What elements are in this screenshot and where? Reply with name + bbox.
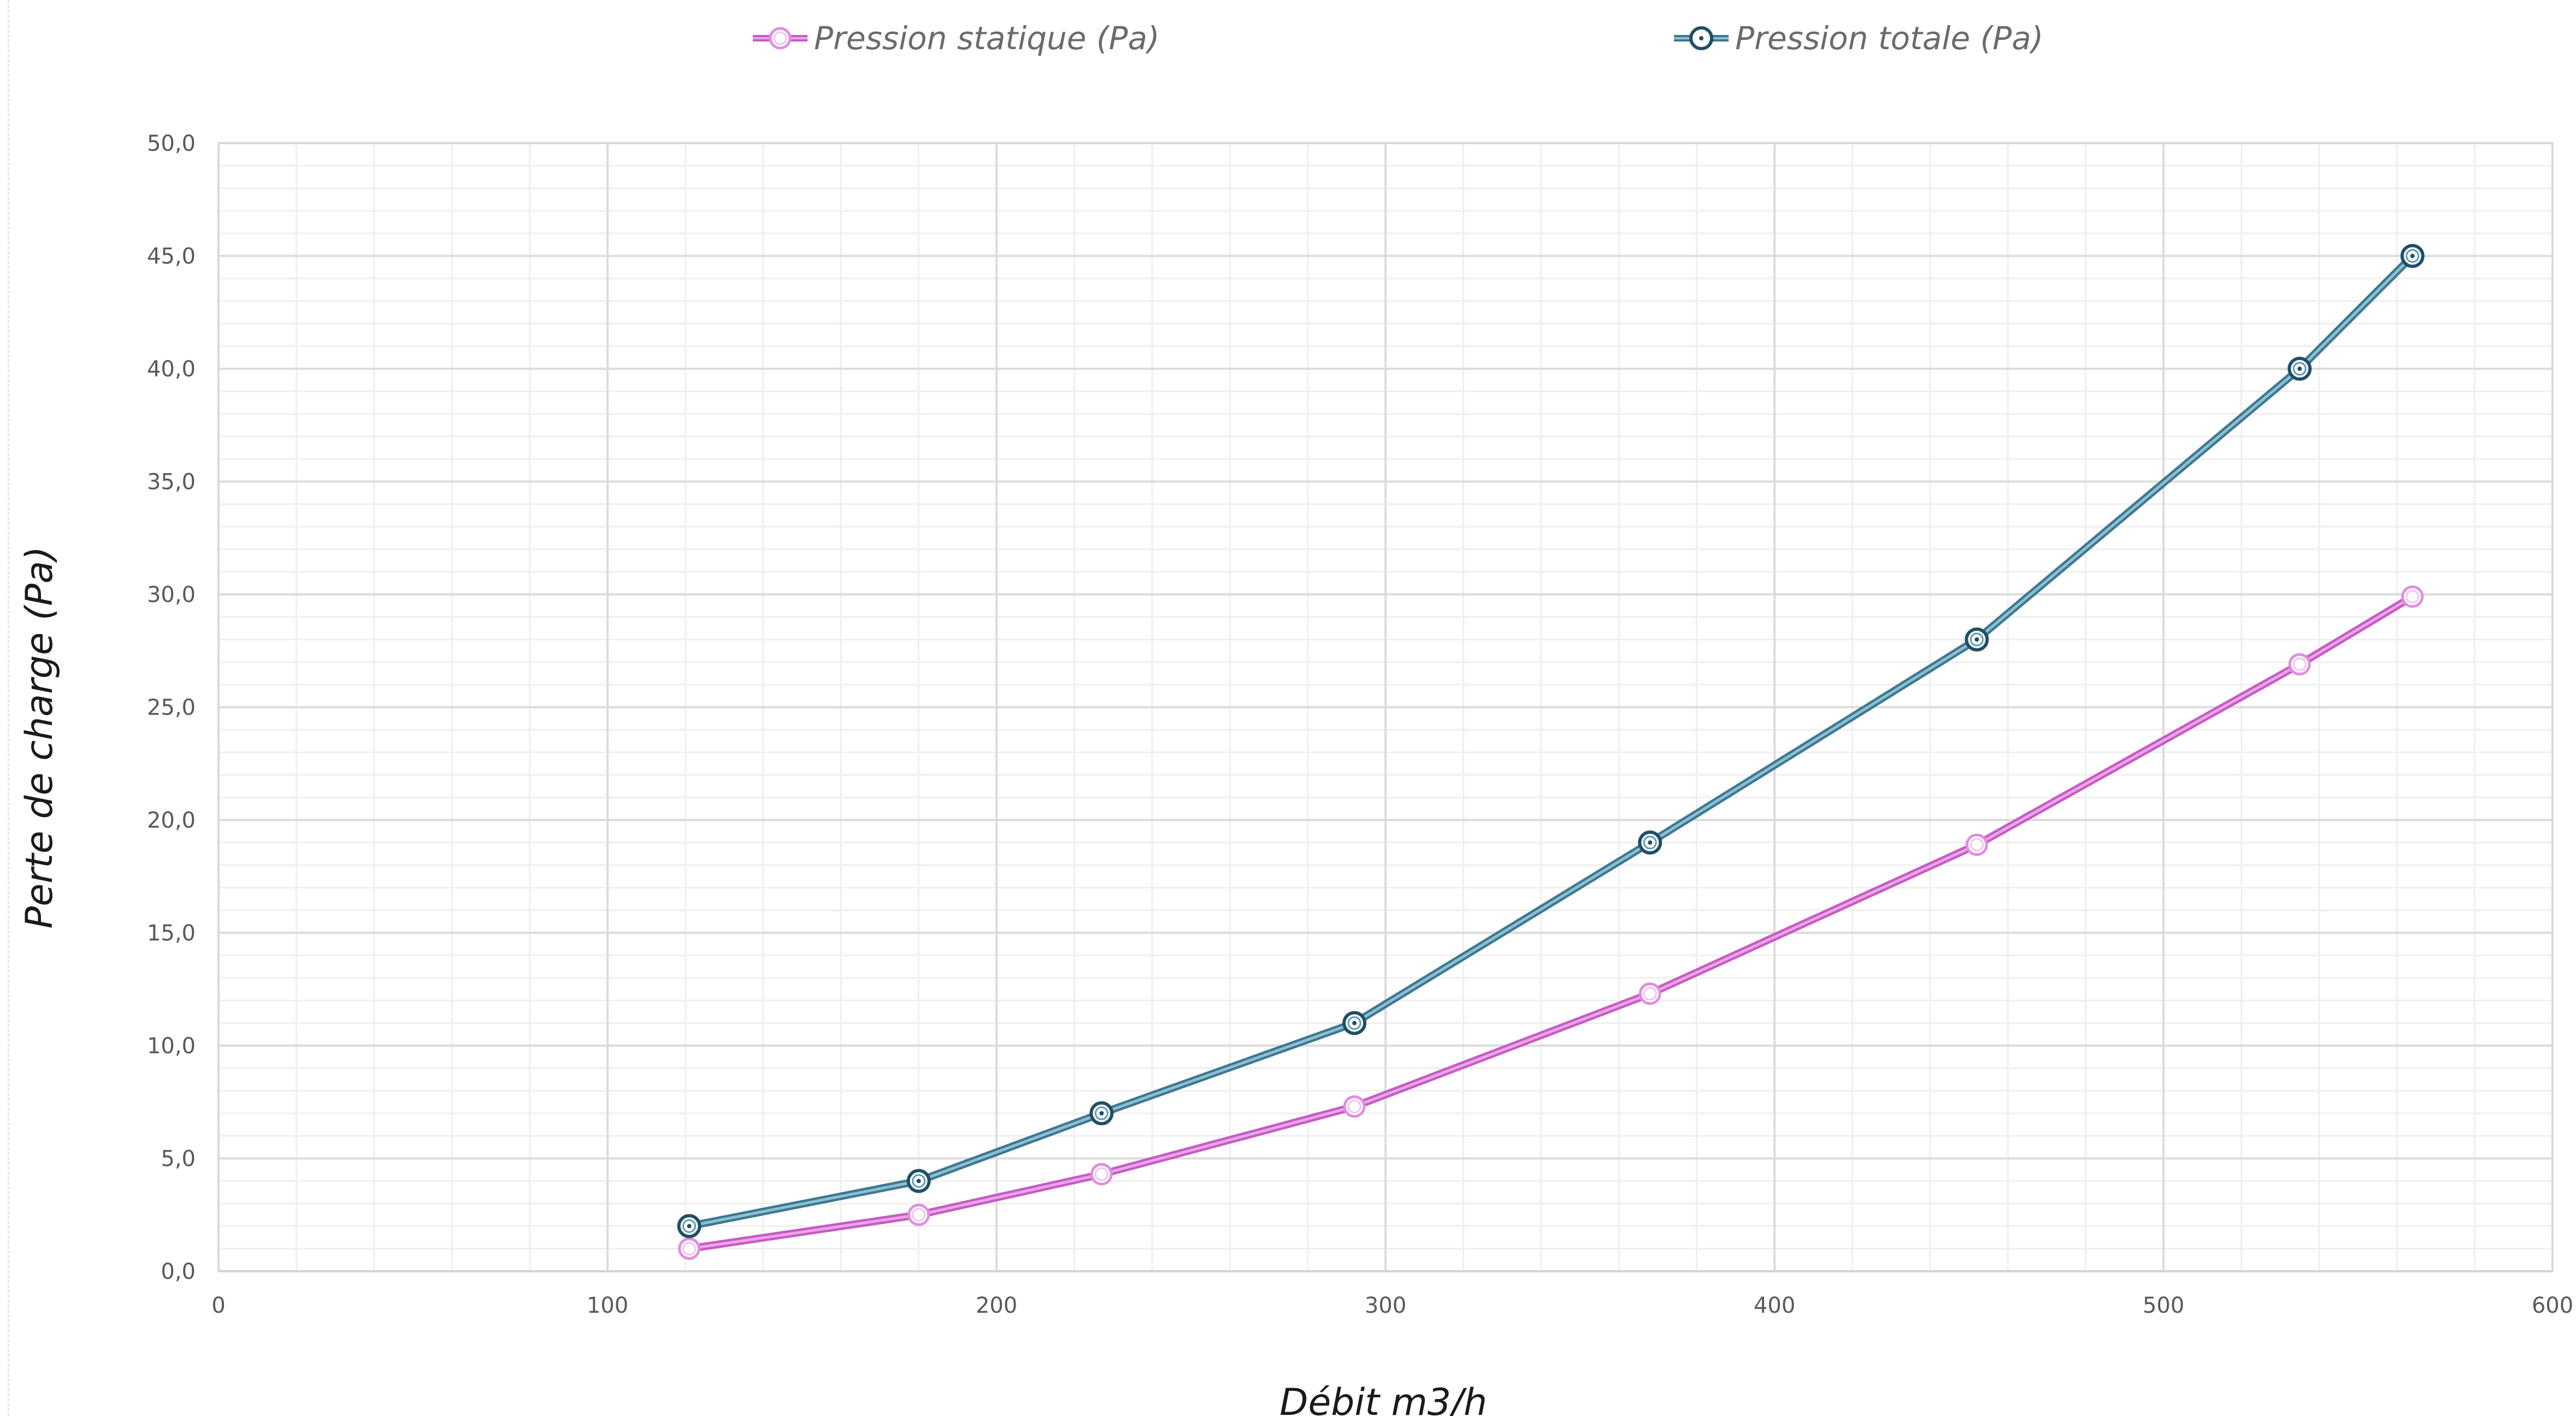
x-tick-label: 600 <box>2532 1293 2573 1318</box>
data-point-marker <box>2288 653 2311 676</box>
data-point <box>678 1237 701 1260</box>
x-axis-title: Débit m3/h <box>1280 1381 1487 1416</box>
x-tick-label: 500 <box>2143 1293 2184 1318</box>
x-axis-tick-labels: 0 100 200 300 400 500 600 <box>211 1293 2573 1318</box>
x-tick-label: 200 <box>976 1293 1017 1318</box>
legend-label: Pression totale (Pa) <box>1735 20 2043 57</box>
data-point-marker <box>1090 1163 1113 1185</box>
y-tick-label: 35,0 <box>147 470 196 495</box>
data-point <box>906 1169 931 1193</box>
data-point-marker <box>907 1203 930 1226</box>
series-line <box>688 593 2415 1253</box>
legend: Pression statique (Pa) Pression totale (P… <box>753 20 2043 57</box>
series-line-highlight <box>689 595 2413 1250</box>
data-point-marker-dot <box>916 1178 921 1183</box>
data-point <box>1089 1101 1114 1125</box>
data-point-marker-ring <box>2292 362 2307 376</box>
data-point-marker-ring <box>1970 633 1984 647</box>
major-gridlines <box>217 142 2554 1272</box>
data-point <box>677 1214 702 1238</box>
page-edge-line <box>8 0 9 1416</box>
data-point-marker-ring <box>1347 1100 1361 1114</box>
data-point <box>1965 627 1989 652</box>
data-point-marker-dot <box>2410 253 2415 258</box>
data-point-marker <box>1638 982 1661 1005</box>
data-point-marker-ring <box>682 1219 697 1233</box>
y-tick-label: 25,0 <box>147 695 196 721</box>
data-point-marker-ring <box>1347 1016 1361 1030</box>
legend-label: Pression statique (Pa) <box>814 20 1160 57</box>
data-point <box>2400 244 2425 268</box>
series-2 <box>677 244 2425 1238</box>
data-point-marker <box>2401 585 2424 608</box>
data-point-marker-ring <box>1094 1167 1109 1181</box>
data-point-marker-dot <box>2297 367 2302 371</box>
data-point-marker-ring <box>2406 589 2420 604</box>
x-tick-label: 300 <box>1365 1293 1406 1318</box>
legend-marker-ring <box>773 31 787 45</box>
data-point-marker-dot <box>1974 637 1979 642</box>
data-point-marker <box>1965 833 1988 856</box>
data-point <box>1965 833 1988 856</box>
y-tick-label: 50,0 <box>147 131 196 156</box>
series-layer <box>677 244 2425 1260</box>
data-point <box>1638 830 1663 855</box>
series-line-highlight <box>689 255 2414 1228</box>
data-point-marker-ring <box>682 1242 697 1256</box>
y-tick-label: 20,0 <box>147 808 196 833</box>
data-point-marker-ring <box>912 1208 926 1222</box>
y-axis-tick-labels: 0,0 5,0 10,0 15,0 20,0 25,0 30,0 35,0 40,0 45,0 50… <box>147 131 196 1284</box>
data-point-marker-ring <box>1643 987 1657 1001</box>
x-tick-label: 400 <box>1754 1293 1795 1318</box>
data-point-marker-ring <box>2292 657 2307 671</box>
y-axis-title: Perte de charge (Pa) <box>18 546 61 929</box>
y-tick-label: 0,0 <box>161 1259 196 1284</box>
y-tick-label: 5,0 <box>161 1147 196 1172</box>
data-point-marker-ring <box>2406 249 2420 263</box>
y-tick-label: 45,0 <box>147 244 196 269</box>
legend-item-2: Pression totale (Pa) <box>1674 20 2043 57</box>
data-point-marker-dot <box>1648 840 1653 845</box>
data-point <box>1342 1011 1367 1035</box>
data-point-marker-ring <box>1970 837 1984 852</box>
x-tick-label: 0 <box>211 1293 225 1318</box>
x-tick-label: 100 <box>587 1293 628 1318</box>
data-point-marker-dot <box>1352 1020 1357 1025</box>
data-point-marker-dot <box>687 1224 692 1229</box>
data-point <box>2288 357 2312 381</box>
y-tick-label: 30,0 <box>147 582 196 607</box>
y-tick-label: 40,0 <box>147 357 196 382</box>
data-point-marker <box>678 1237 701 1260</box>
data-point-marker-ring <box>1643 835 1657 849</box>
y-tick-label: 15,0 <box>147 921 196 946</box>
data-point <box>1638 982 1661 1005</box>
data-point <box>907 1203 930 1226</box>
data-point-marker-ring <box>912 1174 926 1188</box>
data-point-marker-ring <box>1094 1106 1109 1120</box>
data-point <box>1343 1095 1366 1118</box>
data-point-marker <box>1343 1095 1366 1118</box>
data-point-marker-dot <box>1099 1111 1104 1116</box>
series-1 <box>678 585 2424 1260</box>
legend-marker-dot <box>1699 36 1703 40</box>
y-tick-label: 10,0 <box>147 1034 196 1059</box>
data-point <box>2401 585 2424 608</box>
plot-area-border <box>217 142 2554 1272</box>
legend-marker <box>769 27 792 50</box>
data-point <box>2288 653 2311 676</box>
data-point <box>1090 1163 1113 1185</box>
series-line <box>688 253 2415 1230</box>
legend-item-1: Pression statique (Pa) <box>753 20 1160 57</box>
